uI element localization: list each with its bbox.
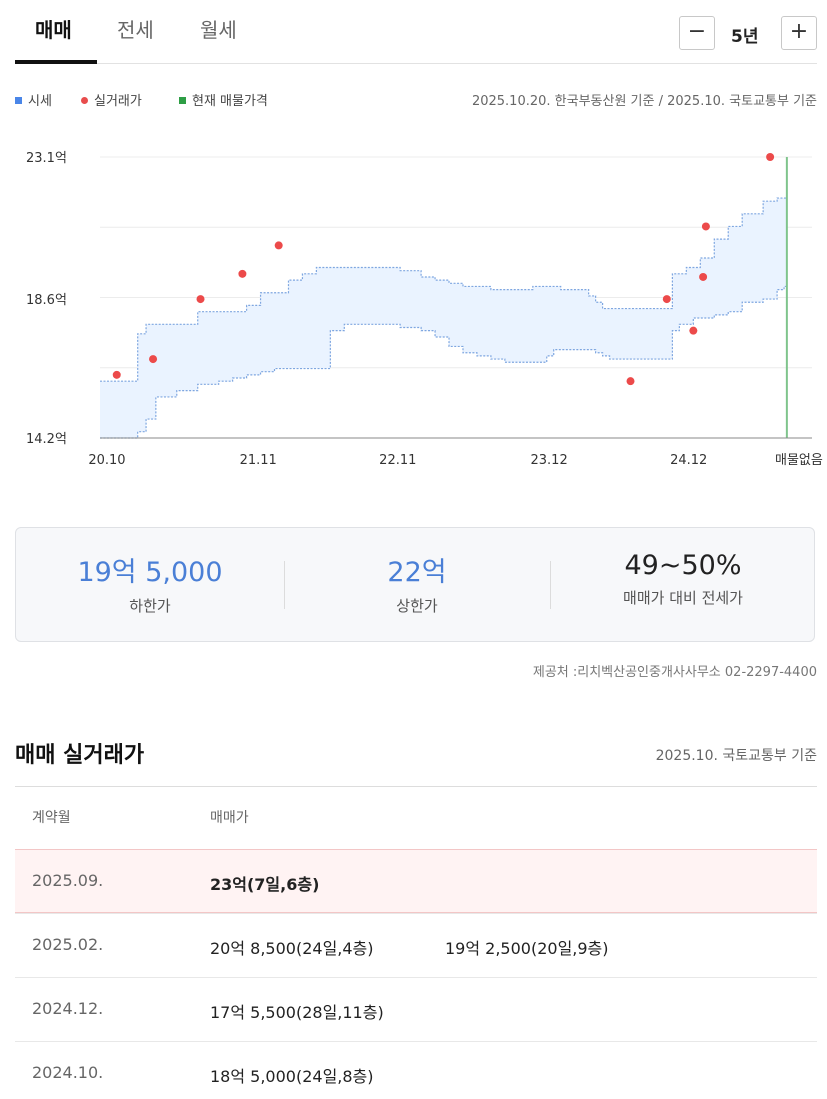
price-band-area <box>100 182 787 438</box>
row-date: 2024.12. <box>32 999 104 1018</box>
chart-legend: 시세 실거래가 현재 매물가격 2025.10.20. 한국부동산원 기준 / … <box>15 90 817 112</box>
transaction-point <box>274 241 283 250</box>
transaction-point <box>112 370 121 379</box>
table-row[interactable]: 2024.10. 18억 5,000(24일,8층) <box>15 1041 817 1099</box>
section-title: 매매 실거래가 <box>15 743 145 768</box>
transaction-point <box>701 222 710 231</box>
section-source-note: 2025.10. 국토교통부 기준 <box>655 748 817 764</box>
stat-label: 매매가 대비 전세가 <box>623 589 743 607</box>
table-row[interactable]: 2025.09. 23억(7일,6층) <box>15 849 817 913</box>
legend-item-market: 시세 <box>15 90 52 109</box>
tab-sale[interactable]: 매매 <box>35 18 72 42</box>
stat-label: 상한가 <box>396 597 438 615</box>
row-price: 18억 5,000(24일,8층) <box>210 1067 374 1086</box>
stat-value: 22억 <box>387 557 447 588</box>
row-date: 2024.10. <box>32 1063 104 1082</box>
transaction-point <box>766 153 775 161</box>
period-control: − 5년 + <box>679 16 817 50</box>
row-price: 20억 8,500(24일,4층) <box>210 939 374 958</box>
legend-square-icon <box>15 97 22 104</box>
period-value: 5년 <box>731 27 759 47</box>
legend-square-icon <box>179 97 186 104</box>
table-row[interactable]: 2024.12. 17억 5,500(28일,11층) <box>15 977 817 1041</box>
y-tick-label: 18.6억 <box>26 293 67 308</box>
stat-value: 19억 5,000 <box>77 557 223 588</box>
transaction-point <box>689 326 698 335</box>
transaction-point <box>149 355 158 364</box>
row-date: 2025.09. <box>32 871 104 890</box>
x-tick-label: 24.12 <box>670 453 707 468</box>
x-tick-label: 매물없음 <box>775 453 823 468</box>
x-tick-label: 23.12 <box>531 453 568 468</box>
tab-monthly-rent[interactable]: 월세 <box>200 18 237 42</box>
row-price: 17억 5,500(28일,11층) <box>210 1003 384 1022</box>
header-contract-month: 계약월 <box>32 810 71 826</box>
row-price: 19억 2,500(20일,9층) <box>445 939 609 958</box>
stat-upper-price: 22억 상한가 <box>284 550 550 616</box>
price-band-lower-line <box>100 267 788 439</box>
price-band-upper-line <box>100 182 788 382</box>
divider <box>550 561 551 609</box>
x-tick-label: 21.11 <box>240 453 277 468</box>
price-type-tabs: 매매 전세 월세 − 5년 + <box>15 0 817 64</box>
legend-item-listing: 현재 매물가격 <box>179 90 268 109</box>
stat-jeonse-ratio: 49~50% 매매가 대비 전세가 <box>550 550 816 608</box>
x-tick-label: 20.10 <box>88 453 125 468</box>
transaction-point <box>699 272 708 281</box>
transaction-point <box>662 295 671 304</box>
legend-item-transaction: 실거래가 <box>81 90 142 109</box>
table-header: 계약월 매매가 <box>15 786 817 849</box>
row-date: 2025.02. <box>32 935 104 954</box>
legend-source-note: 2025.10.20. 한국부동산원 기준 / 2025.10. 국토교통부 기… <box>471 94 817 109</box>
active-tab-indicator <box>15 60 97 64</box>
legend-dot-icon <box>81 97 88 104</box>
price-range-summary: 19억 5,000 하한가 22억 상한가 49~50% 매매가 대비 전세가 <box>15 527 815 642</box>
transaction-point <box>238 269 247 278</box>
stat-lower-price: 19억 5,000 하한가 <box>16 550 284 616</box>
y-tick-label: 23.1억 <box>26 151 67 166</box>
period-minus-button[interactable]: − <box>679 16 715 50</box>
period-plus-button[interactable]: + <box>781 16 817 50</box>
stat-value: 49~50% <box>624 550 742 581</box>
header-sale-price: 매매가 <box>210 810 249 826</box>
data-provider: 제공처 :리치벡산공인중개사사무소 02-2297-4400 <box>532 665 817 680</box>
transaction-point <box>196 295 205 304</box>
price-chart: 23.1억 18.6억 14.2억 20.10 21.11 22.11 23.12 24.12… <box>26 151 823 468</box>
x-tick-label: 22.11 <box>379 453 416 468</box>
stat-label: 하한가 <box>129 597 171 615</box>
y-tick-label: 14.2억 <box>26 432 67 447</box>
row-price: 23억(7일,6층) <box>210 875 320 894</box>
tab-jeonse[interactable]: 전세 <box>117 18 154 42</box>
table-row[interactable]: 2025.02. 20억 8,500(24일,4층) 19억 2,500(20일… <box>15 913 817 977</box>
divider <box>284 561 285 609</box>
transaction-point <box>626 377 635 386</box>
